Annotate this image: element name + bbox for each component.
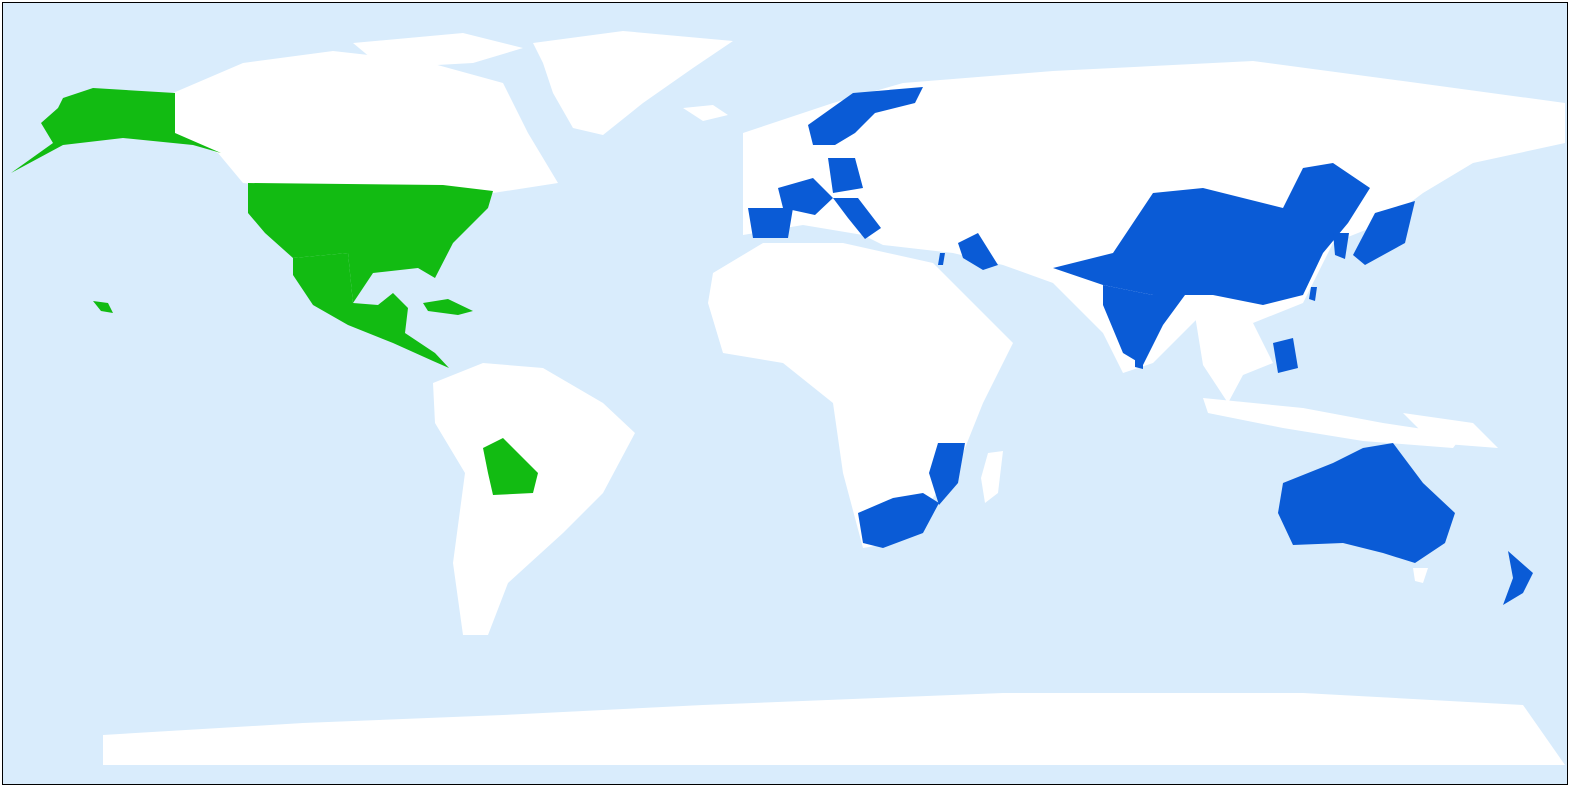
region-mexico-central-america: [293, 253, 449, 368]
region-india: [1103, 285, 1185, 365]
region-sri-lanka: [1135, 355, 1143, 369]
region-new-zealand: [1503, 551, 1533, 605]
region-scandinavia: [808, 87, 923, 145]
region-korea: [1333, 233, 1349, 259]
world-map: [2, 2, 1568, 785]
region-south-america: [433, 363, 635, 635]
region-madagascar: [981, 451, 1003, 503]
region-philippines: [1273, 338, 1298, 373]
region-iraq: [958, 233, 998, 270]
region-south-africa: [858, 493, 939, 548]
region-alaska: [11, 88, 221, 173]
region-taiwan: [1309, 287, 1317, 301]
region-usa: [248, 183, 493, 303]
region-uk: [753, 138, 793, 183]
region-antarctica: [103, 693, 1565, 765]
region-tasmania: [1413, 568, 1428, 583]
region-israel: [938, 253, 945, 265]
region-mozambique: [929, 443, 965, 505]
region-canada: [173, 51, 558, 201]
region-new-guinea: [1403, 413, 1498, 448]
region-se-asia: [1193, 303, 1273, 403]
region-greenland: [533, 31, 733, 135]
region-china: [1053, 163, 1370, 305]
region-iceland: [683, 105, 728, 121]
region-france: [778, 178, 833, 215]
region-arctic-islands: [353, 33, 523, 68]
region-japan: [1353, 201, 1415, 265]
region-cuba-bahamas: [423, 299, 473, 315]
region-bolivia: [483, 438, 538, 495]
region-germany: [828, 158, 863, 193]
world-map-svg: [3, 3, 1567, 784]
region-spain: [748, 208, 793, 238]
region-italy: [833, 198, 881, 239]
region-indonesia: [1203, 398, 1463, 448]
region-hawaii: [93, 301, 113, 313]
region-australia: [1278, 443, 1455, 563]
